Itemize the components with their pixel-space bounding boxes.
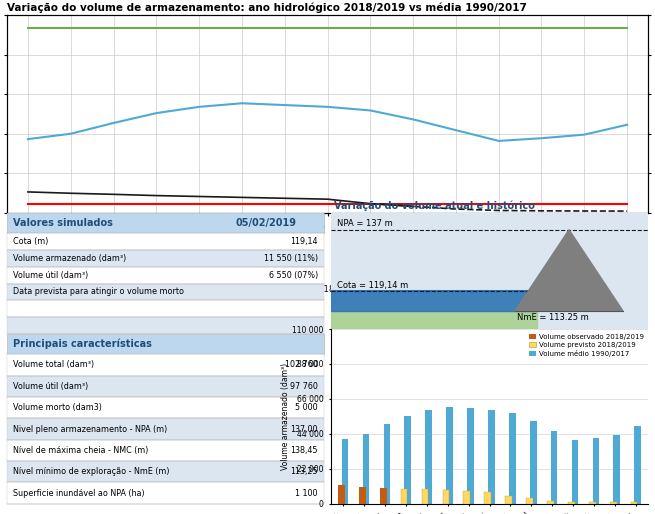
Bar — [635, 426, 641, 504]
Bar — [443, 490, 449, 504]
Bar — [446, 407, 453, 504]
Legend: Volume observado 2018/2019, Volume previsto 2018/2019, Volume médio 1990/2017: Volume observado 2018/2019, Volume previ… — [527, 333, 645, 358]
Bar — [593, 438, 599, 504]
Text: Cota = 119,14 m: Cota = 119,14 m — [337, 281, 408, 290]
FancyBboxPatch shape — [7, 418, 324, 439]
Text: Cota (m): Cota (m) — [13, 237, 48, 246]
Bar — [363, 434, 369, 504]
FancyBboxPatch shape — [7, 267, 324, 284]
Bar — [401, 489, 407, 504]
Bar — [404, 416, 411, 504]
Legend: Volume médio 1990/2017, Volume observado 2018/2019, Volume previsto 2018/2019, V: Volume médio 1990/2017, Volume observado… — [41, 282, 460, 311]
Text: Principais características: Principais características — [13, 339, 152, 350]
FancyBboxPatch shape — [7, 376, 324, 397]
Text: 113,25: 113,25 — [290, 467, 318, 476]
Text: NPA = 137 m: NPA = 137 m — [337, 219, 393, 228]
Bar — [338, 485, 345, 504]
Bar — [631, 502, 637, 504]
Text: 137,00: 137,00 — [290, 425, 318, 433]
FancyBboxPatch shape — [7, 317, 324, 334]
Text: 05/02/2019: 05/02/2019 — [235, 218, 296, 228]
Bar — [380, 487, 386, 504]
FancyBboxPatch shape — [7, 354, 324, 376]
Text: 97 760: 97 760 — [290, 382, 318, 391]
Text: 5 000: 5 000 — [295, 403, 318, 412]
FancyBboxPatch shape — [7, 439, 324, 461]
Text: Volume total (dam³): Volume total (dam³) — [13, 360, 94, 370]
Text: Superficie inundável ao NPA (ha): Superficie inundável ao NPA (ha) — [13, 488, 145, 498]
Text: Nível de máxima cheia - NMC (m): Nível de máxima cheia - NMC (m) — [13, 446, 148, 455]
Bar — [530, 421, 536, 504]
Polygon shape — [515, 230, 623, 311]
Text: Nível mínimo de exploração - NmE (m): Nível mínimo de exploração - NmE (m) — [13, 467, 170, 476]
Bar — [342, 438, 348, 504]
Text: Nivel pleno armazenamento - NPA (m): Nivel pleno armazenamento - NPA (m) — [13, 425, 167, 433]
Bar — [589, 502, 595, 504]
Text: Volume morto (dam3): Volume morto (dam3) — [13, 403, 102, 412]
Text: 119,14: 119,14 — [290, 237, 318, 246]
Text: NmE = 113.25 m: NmE = 113.25 m — [517, 313, 588, 322]
FancyBboxPatch shape — [7, 334, 324, 354]
Bar — [485, 492, 491, 504]
FancyBboxPatch shape — [7, 250, 324, 267]
FancyBboxPatch shape — [7, 300, 324, 317]
Text: 1 100: 1 100 — [295, 488, 318, 498]
Y-axis label: Volume armazenado (dam³): Volume armazenado (dam³) — [280, 363, 290, 470]
Bar — [425, 410, 432, 504]
FancyBboxPatch shape — [7, 482, 324, 504]
Text: Variação do volume de armazenamento: ano hidrológico 2018/2019 vs média 1990/201: Variação do volume de armazenamento: ano… — [7, 3, 527, 13]
Text: Volume útil (dam³): Volume útil (dam³) — [13, 382, 88, 391]
Text: 102 760: 102 760 — [285, 360, 318, 370]
FancyBboxPatch shape — [7, 213, 324, 233]
FancyBboxPatch shape — [7, 284, 324, 300]
Text: Volume armazenado (dam³): Volume armazenado (dam³) — [13, 254, 126, 263]
Bar — [526, 498, 533, 504]
Bar — [551, 431, 557, 504]
Text: 138,45: 138,45 — [290, 446, 318, 455]
Text: Variação do volume atual e histórico: Variação do volume atual e histórico — [334, 201, 534, 211]
Bar — [422, 489, 428, 504]
Bar — [359, 487, 365, 504]
Bar — [610, 502, 616, 504]
Bar — [464, 491, 470, 504]
Text: Volume útil (dam³): Volume útil (dam³) — [13, 271, 88, 280]
Text: 6 550 (07%): 6 550 (07%) — [269, 271, 318, 280]
Bar — [572, 440, 578, 504]
Bar — [505, 496, 512, 504]
Text: Data prevista para atingir o volume morto: Data prevista para atingir o volume mort… — [13, 287, 184, 297]
Bar — [488, 410, 495, 504]
FancyBboxPatch shape — [7, 233, 324, 250]
Bar — [614, 435, 620, 504]
Text: Valores simulados: Valores simulados — [13, 218, 113, 228]
Text: 11 550 (11%): 11 550 (11%) — [264, 254, 318, 263]
Bar — [568, 502, 574, 504]
FancyBboxPatch shape — [7, 397, 324, 418]
Bar — [509, 413, 515, 504]
Bar — [467, 409, 474, 504]
Bar — [384, 425, 390, 504]
FancyBboxPatch shape — [7, 461, 324, 482]
Bar — [547, 501, 553, 504]
